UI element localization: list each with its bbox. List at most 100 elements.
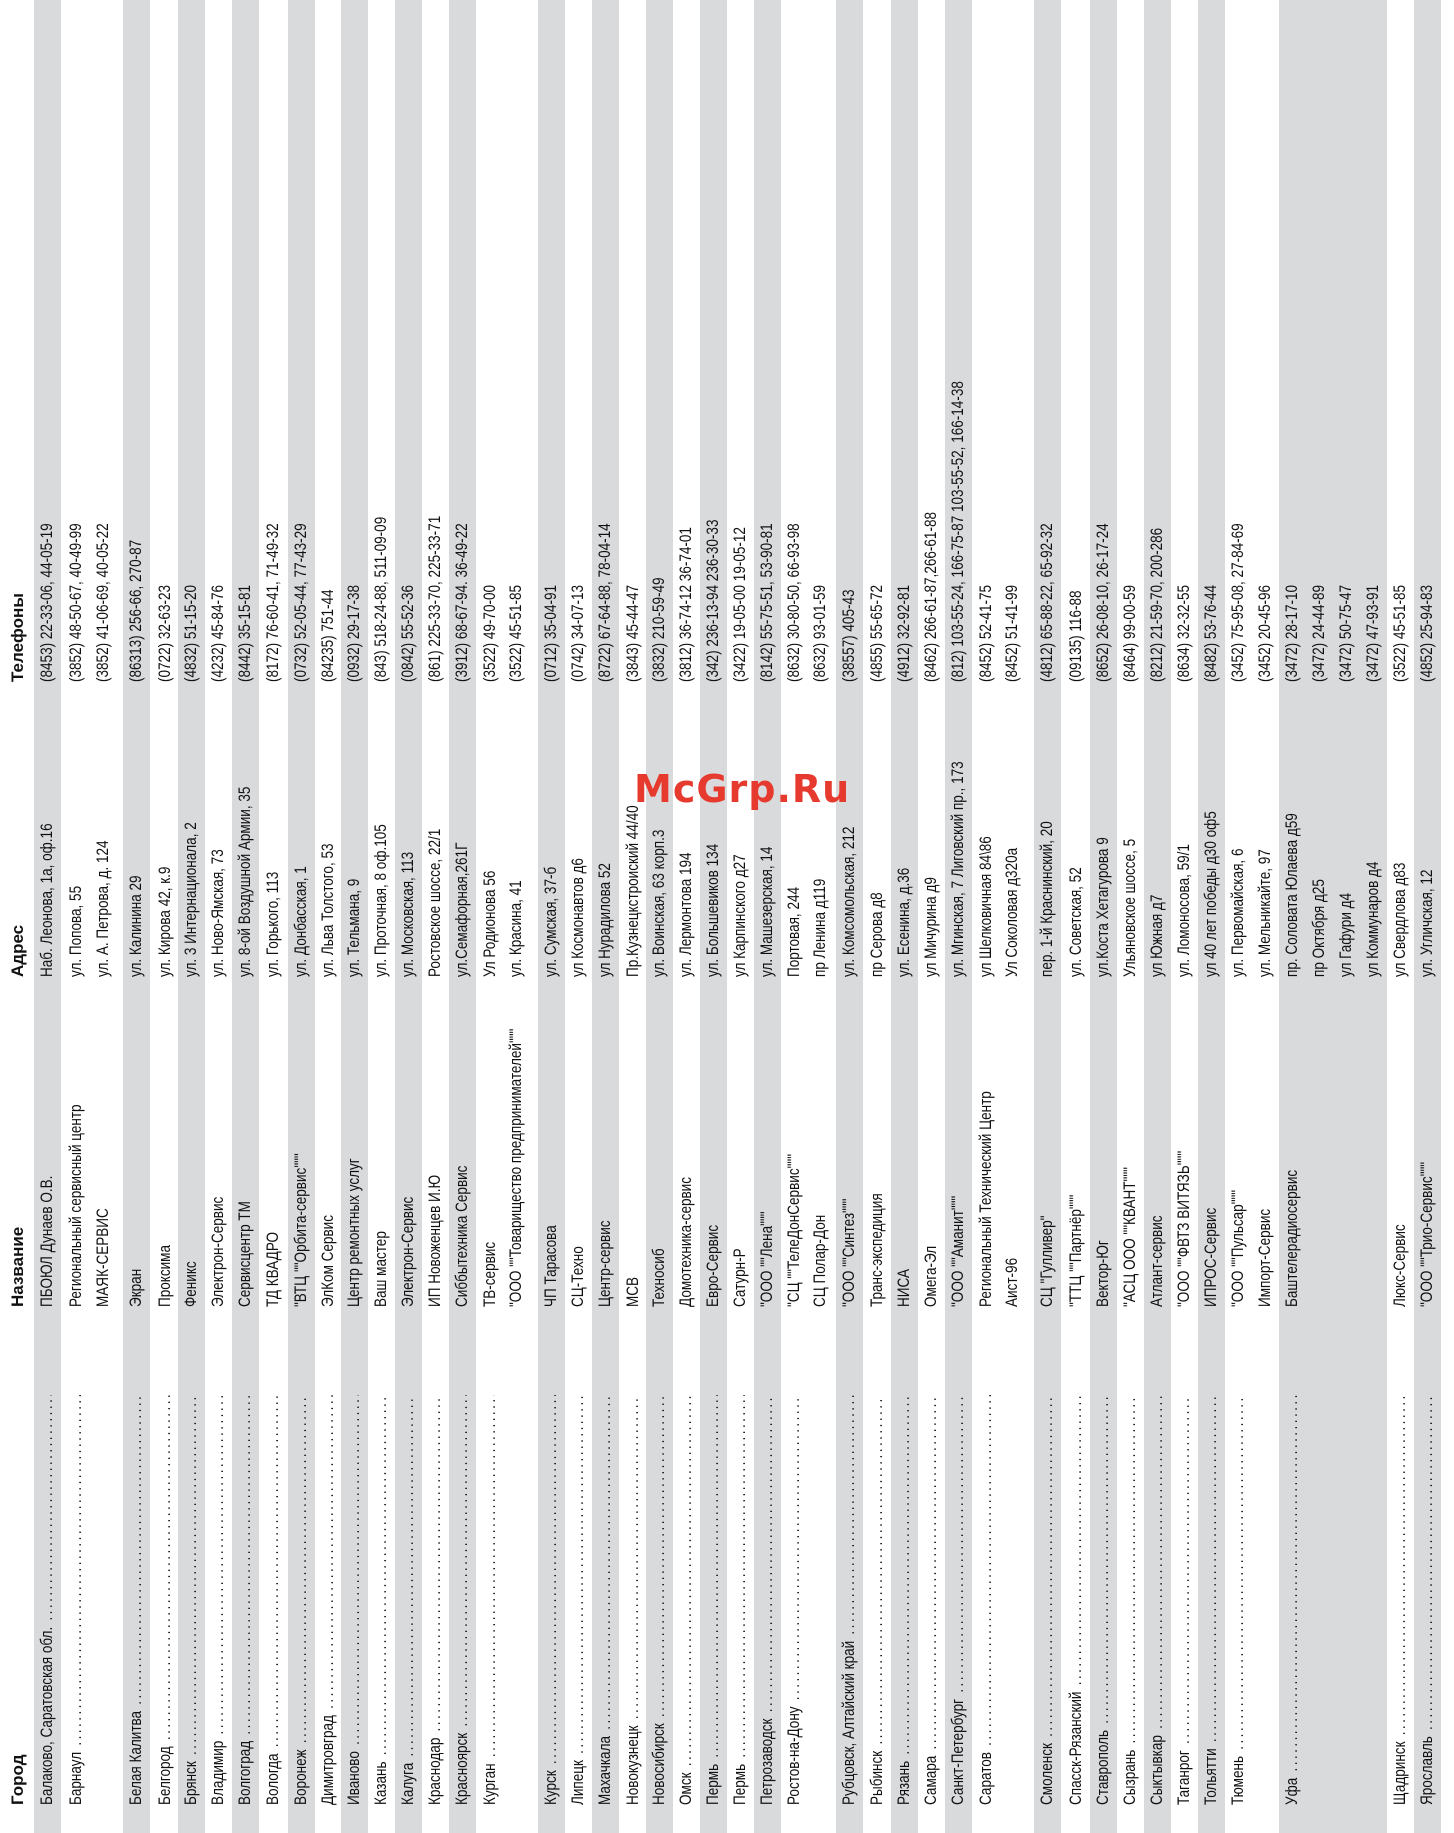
city-label: Белая Калитва xyxy=(127,1710,145,1805)
table-row: Курск ..................................… xyxy=(538,0,565,1833)
phones-cell: (8482) 53-76-44 xyxy=(1202,584,1220,682)
table-row: Иваново ................................… xyxy=(341,0,368,1833)
phones-cell: (8464) 99-00-59 xyxy=(1121,584,1139,682)
city-label: Сызрань xyxy=(1121,1749,1139,1805)
city-cell: Махачкала ..............................… xyxy=(596,1395,615,1805)
address-cell: пр Октября д25 xyxy=(1310,879,1328,977)
phones-cell: (09135) 116-88 xyxy=(1067,590,1085,682)
phones-cell: (84235) 751-44 xyxy=(319,589,337,682)
name-cell: Ваш мастер xyxy=(372,1231,390,1307)
address-cell: ул. Тельмана, 9 xyxy=(345,878,363,977)
city-cell: Краснодар ..............................… xyxy=(426,1395,445,1805)
leader-dots: ........................................… xyxy=(1067,1395,1085,1692)
table-row: Ставрополь .............................… xyxy=(1090,0,1117,1833)
table-row: Белая Калитва ..........................… xyxy=(123,0,150,1833)
leader-dots: ........................................… xyxy=(785,1395,803,1706)
name-cell: Люкс-Сервис xyxy=(1391,1224,1409,1307)
address-cell: ул Нурадилова 52 xyxy=(596,863,614,977)
address-cell: ул.Коста Хетагурова 9 xyxy=(1094,837,1112,977)
phones-cell: (8172) 76-60-41, 71-49-32 xyxy=(264,523,282,682)
city-cell: Сызрань ................................… xyxy=(1121,1395,1140,1805)
leader-dots: ........................................… xyxy=(264,1395,282,1753)
phones-cell: (3472) 47-93-91 xyxy=(1364,584,1382,682)
name-cell: Сатурн-Р xyxy=(731,1248,749,1307)
table-row: Рубцовск, Алтайский край ...............… xyxy=(836,0,863,1833)
table-row: Пермь ..................................… xyxy=(700,0,727,1833)
phones-cell: (8632) 30-80-50, 66-93-98 xyxy=(785,523,803,682)
leader-dots: ........................................… xyxy=(453,1395,471,1733)
leader-dots: ........................................… xyxy=(319,1395,337,1715)
name-cell: ТД КВАДРО xyxy=(264,1231,282,1307)
address-cell: ул. Льва Толстого, 53 xyxy=(319,843,337,977)
leader-dots: ........................................… xyxy=(1202,1395,1220,1748)
address-cell: ул. Есенина, д.36 xyxy=(895,867,913,977)
address-cell: ул. Сумская, 37-б xyxy=(542,866,560,977)
table-row: Белгород ...............................… xyxy=(152,0,179,1833)
city-cell: Владимир ...............................… xyxy=(209,1395,228,1805)
phones-cell: (3852) 48-50-67, 40-49-99 xyxy=(67,523,85,682)
leader-dots: ........................................… xyxy=(67,1395,85,1752)
city-label: Рязань xyxy=(895,1760,913,1805)
leader-dots: ........................................… xyxy=(1418,1395,1436,1736)
table-row: Балаково, Саратовская обл. .............… xyxy=(34,0,61,1833)
city-label: Воронеж xyxy=(292,1749,310,1805)
table-row: "ООО ""Товарищество предпринимателей""" у… xyxy=(503,0,530,1833)
city-cell: Воронеж ................................… xyxy=(292,1395,311,1805)
table-row: Спасск-Рязанский .......................… xyxy=(1063,0,1090,1833)
city-cell: Ставрополь .............................… xyxy=(1094,1395,1113,1805)
leader-dots: ........................................… xyxy=(868,1395,886,1751)
name-cell: МСВ xyxy=(624,1276,642,1307)
header-phones: Телефоны xyxy=(8,593,27,682)
address-cell: ул. Большевиков 134 xyxy=(704,843,722,977)
address-cell: ул. Донбасская, 1 xyxy=(292,866,310,977)
name-cell: СЦ-Техно xyxy=(569,1246,587,1307)
address-cell: ул. А. Петрова, д. 124 xyxy=(94,840,112,977)
table-row: Владимир ...............................… xyxy=(205,0,232,1833)
city-cell: Сыктывкар ..............................… xyxy=(1148,1395,1167,1805)
leader-dots: ........................................… xyxy=(345,1395,363,1751)
city-label: Омск xyxy=(677,1772,695,1805)
table-row: Омск ...................................… xyxy=(673,0,700,1833)
city-label: Тольятти xyxy=(1202,1748,1220,1805)
city-cell: Самара .................................… xyxy=(922,1395,941,1805)
name-cell: Техносиб xyxy=(650,1248,668,1307)
table-row: Сызрань ................................… xyxy=(1117,0,1144,1833)
name-cell: СЦ Полар-Дон xyxy=(811,1214,829,1307)
phones-cell: (3832) 210-59-49 xyxy=(650,577,668,682)
name-cell: ТВ-сервис xyxy=(481,1241,499,1307)
address-cell: ул. Лермонтова 194 xyxy=(677,852,695,977)
phones-cell: (8632) 93-01-59 xyxy=(811,584,829,682)
address-cell: ул 40 лет победы д30 оф5 xyxy=(1202,811,1220,977)
table-row: Смоленск ...............................… xyxy=(1034,0,1061,1833)
city-cell: Красноярск .............................… xyxy=(453,1395,472,1805)
city-cell: Смоленск ...............................… xyxy=(1038,1395,1057,1805)
city-cell: Пермь ..................................… xyxy=(731,1395,750,1805)
address-cell: пр Ленина д119 xyxy=(811,878,829,977)
leader-dots: ........................................… xyxy=(1148,1395,1166,1735)
address-cell: Ульяновское шоссе, 5 xyxy=(1121,838,1139,977)
city-cell: Уфа ....................................… xyxy=(1283,1395,1302,1805)
phones-cell: (8142) 55-75-51, 53-90-81 xyxy=(758,523,776,682)
leader-dots: ........................................… xyxy=(922,1395,940,1756)
city-label: Белгород xyxy=(156,1746,174,1805)
city-cell: Брянск .................................… xyxy=(182,1395,201,1805)
leader-dots: ........................................… xyxy=(650,1395,668,1723)
city-cell: Иваново ................................… xyxy=(345,1395,364,1805)
leader-dots: ........................................… xyxy=(292,1395,310,1749)
address-cell: Ул Родионова 56 xyxy=(481,870,499,977)
table-row: МАЯК-СЕРВИС ул. А. Петрова, д. 124 (3852) … xyxy=(90,0,117,1833)
phones-cell: (8452) 51-41-99 xyxy=(1003,584,1021,682)
address-cell: ул Коммунаров д4 xyxy=(1364,861,1382,977)
name-cell: "ООО ""Трио-Сервис""" xyxy=(1418,1161,1436,1307)
table-row: Аист-96 Ул Соколовая д320а (8452) 51-41-99 xyxy=(999,0,1026,1833)
address-cell: ул. Мельникайте, 97 xyxy=(1256,849,1274,977)
table-row: Сыктывкар ..............................… xyxy=(1144,0,1171,1833)
phones-cell: (4852) 25-94-83 xyxy=(1418,584,1436,682)
name-cell: Баштелерадиосервис xyxy=(1283,1169,1301,1307)
address-cell: ул. Московская, 113 xyxy=(399,851,417,977)
city-label: Щадринск xyxy=(1391,1741,1409,1805)
address-cell: Наб. Леонова, 1а, оф.16 xyxy=(38,823,56,977)
city-cell: Курск ..................................… xyxy=(542,1395,561,1805)
phones-cell: (0722) 32-63-23 xyxy=(156,584,174,682)
phones-cell: (0842) 55-52-36 xyxy=(399,584,417,682)
